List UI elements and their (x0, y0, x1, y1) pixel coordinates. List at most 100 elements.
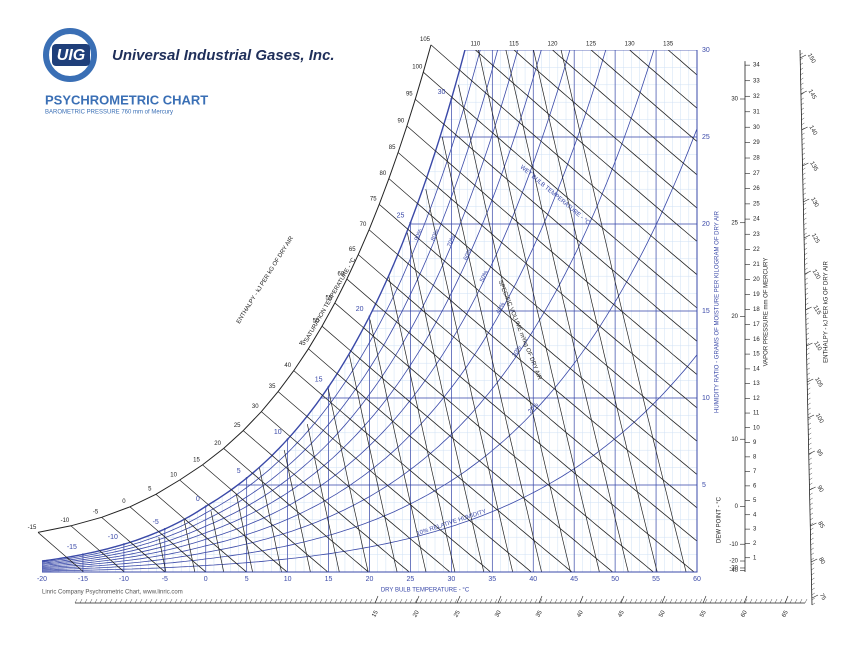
enthalpy-bottom-minor (74, 598, 78, 604)
enthalpy-right-tick (811, 558, 818, 563)
enthalpy-right-minor (799, 52, 803, 56)
enthalpy-bottom-minor (764, 598, 768, 604)
specific-volume-line (259, 467, 282, 572)
specific-volume-line (388, 276, 456, 572)
enthalpy-extension (308, 348, 338, 374)
enthalpy-label: 135 (663, 42, 674, 48)
enthalpy-bottom-minor (119, 598, 123, 604)
saturation-label: 30 (438, 89, 446, 96)
enthalpy-bottom-minor (424, 598, 428, 604)
enthalpy-right-label: 125 (810, 233, 821, 245)
enthalpy-bottom-minor (434, 598, 438, 604)
enthalpy-bottom-minor (189, 598, 193, 604)
enthalpy-bottom-tick (620, 595, 625, 604)
enthalpy-right-minor (801, 147, 805, 151)
enthalpy-bottom-minor (394, 598, 398, 604)
enthalpy-right-label: 120 (811, 269, 822, 281)
enthalpy-right-minor (802, 177, 806, 181)
vapor-label: 3 (753, 527, 757, 533)
enthalpy-bottom-minor (369, 598, 373, 604)
enthalpy-right-minor (810, 547, 814, 551)
enthalpy-right-label: 75 (818, 593, 827, 602)
specific-volume-line (425, 189, 514, 572)
enthalpy-bottom-label: 45 (617, 609, 626, 618)
enthalpy-right-minor (804, 267, 808, 271)
enthalpy-right-label: 130 (809, 197, 820, 209)
enthalpy-right-label: 105 (813, 377, 824, 389)
enthalpy-bottom-minor (224, 598, 228, 604)
saturation-label: -10 (108, 534, 118, 541)
enthalpy-label: 60 (338, 271, 345, 277)
enthalpy-right-minor (808, 437, 812, 441)
saturation-point (122, 543, 125, 546)
enthalpy-bottom-minor (214, 598, 218, 604)
enthalpy-right-tick (810, 522, 817, 527)
saturation-point (327, 385, 330, 388)
enthalpy-line (513, 50, 697, 209)
enthalpy-right-minor (806, 362, 810, 366)
vapor-label: 12 (753, 396, 760, 402)
enthalpy-bottom-minor (144, 598, 148, 604)
enthalpy-bottom-minor (729, 598, 733, 604)
enthalpy-extension (430, 44, 460, 71)
enthalpy-line (417, 203, 697, 442)
enthalpy-bottom-minor (699, 598, 703, 604)
enthalpy-right-minor (807, 417, 811, 421)
saturation-label: -15 (67, 544, 77, 551)
enthalpy-bottom-tick (702, 595, 707, 604)
vapor-label: 17 (753, 322, 760, 328)
enthalpy-bottom-minor (79, 598, 83, 604)
chart-title: PSYCHROMETRIC CHART (45, 92, 208, 107)
enthalpy-bottom-minor (414, 598, 418, 604)
enthalpy-line (306, 416, 491, 572)
enthalpy-label: 75 (370, 197, 377, 203)
enthalpy-bottom-minor (174, 598, 178, 604)
enthalpy-right-minor (801, 117, 805, 121)
enthalpy-right-minor (803, 242, 808, 246)
enthalpy-right-minor (805, 292, 809, 296)
enthalpy-right-label: 80 (817, 557, 826, 566)
enthalpy-bottom-label: 35 (535, 609, 544, 618)
dew-label: -40 (729, 568, 738, 574)
chart-subtitle: BAROMETRIC PRESSURE 760 mm of Mercury (45, 110, 173, 116)
enthalpy-right-minor (810, 517, 814, 521)
x-tick-label: -15 (78, 576, 88, 583)
enthalpy-line (271, 455, 410, 572)
enthalpy-bottom-minor (599, 598, 603, 604)
enthalpy-bottom-minor (464, 598, 468, 604)
specific-volume-line (235, 493, 253, 572)
enthalpy-bottom-minor (774, 598, 778, 604)
enthalpy-right-minor (805, 302, 809, 306)
enthalpy-right-minor (800, 97, 804, 101)
enthalpy-line (552, 50, 697, 176)
enthalpy-right-minor (800, 107, 805, 111)
saturation-label: 15 (315, 377, 323, 384)
x-tick-label: 50 (611, 576, 619, 583)
enthalpy-right-tick (799, 54, 807, 59)
enthalpy-line (322, 395, 532, 572)
enthalpy-bottom-minor (484, 598, 488, 604)
enthalpy-bottom-tick (743, 595, 748, 604)
enthalpy-right-minor (806, 337, 810, 341)
enthalpy-right-minor (808, 457, 812, 461)
saturation-point (204, 505, 207, 508)
enthalpy-bottom-minor (694, 598, 698, 604)
enthalpy-bottom-minor (714, 598, 718, 604)
enthalpy-bottom-minor (684, 598, 688, 604)
enthalpy-bottom-minor (779, 598, 783, 604)
saturation-curve (42, 50, 466, 562)
enthalpy-line (184, 518, 247, 572)
enthalpy-extension (293, 370, 323, 396)
enthalpy-bottom-tick (415, 595, 420, 604)
enthalpy-bottom-minor (489, 598, 493, 604)
enthalpy-line (443, 123, 697, 342)
enthalpy-right-minor (801, 132, 805, 136)
enthalpy-extension (397, 152, 427, 178)
enthalpy-label: -5 (93, 510, 99, 516)
enthalpy-bottom-minor (314, 598, 318, 604)
rh-curve (42, 128, 697, 571)
enthalpy-line (451, 96, 697, 309)
vapor-label: 22 (753, 247, 760, 253)
rh-label: 40% (495, 301, 506, 315)
enthalpy-right-label: 95 (815, 449, 824, 458)
